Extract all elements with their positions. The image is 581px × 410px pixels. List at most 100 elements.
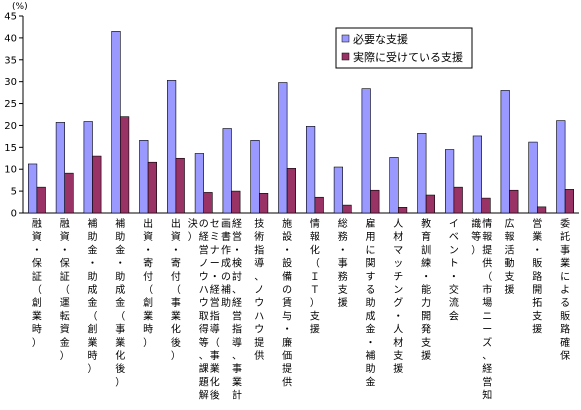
category-label-char: 材: [393, 230, 403, 243]
category-label-char: ）: [60, 350, 70, 362]
category-label-char: （: [32, 284, 42, 296]
category-label-char: 報: [482, 231, 492, 243]
category-label-char: 化: [310, 243, 320, 256]
bar-needed: [361, 88, 371, 214]
category-label-char: 創: [88, 324, 98, 336]
category-label-char: ）: [115, 376, 125, 388]
category-label-char: （: [143, 284, 153, 296]
category-label-char: 資: [60, 231, 70, 243]
category-label-char: 証: [60, 270, 70, 283]
category-label-char: 解: [199, 389, 209, 402]
bar-needed: [55, 122, 65, 214]
category-label-char: ）: [88, 363, 98, 375]
category-label-char: 販: [560, 310, 570, 322]
category-label-char: ）: [188, 231, 198, 243]
category-label-char: （: [310, 258, 320, 270]
category-label-char: 、: [232, 351, 242, 362]
bar-received: [536, 206, 547, 214]
category-label-char: 市: [482, 283, 492, 296]
category-label-char: 助: [221, 296, 231, 309]
bar-needed: [27, 163, 38, 214]
category-label-char: 発: [421, 323, 431, 336]
category-label-char: 廉: [282, 336, 292, 349]
category-label-char: 金: [366, 323, 376, 336]
category-label-char: 、: [254, 272, 264, 283]
category-label-char: 知: [482, 389, 492, 402]
bar-needed: [83, 121, 93, 214]
category-label-char: 等: [471, 230, 481, 243]
category-label-char: 寄: [143, 257, 153, 270]
category-label-char: 関: [366, 258, 376, 270]
category-label-char: 指: [254, 243, 264, 256]
bar-received: [425, 194, 436, 214]
category-label-char: 得: [199, 324, 209, 336]
category-label-char: 金: [115, 243, 125, 256]
category-label-char: 後: [171, 336, 181, 349]
category-label-char: 雇: [366, 217, 376, 230]
category-label-char: ・: [171, 245, 181, 256]
category-label-char: 時: [88, 350, 98, 362]
category-label-char: 資: [32, 231, 42, 243]
bar-needed: [222, 128, 232, 214]
category-label-char: 人: [393, 218, 403, 230]
bar-received: [258, 193, 269, 214]
category-label-char: 提: [482, 244, 492, 256]
category-label-char: 材: [393, 336, 403, 349]
category-label-char: 助: [366, 362, 376, 375]
bar-needed: [139, 140, 149, 214]
category-label-char: 報: [505, 231, 515, 243]
category-label-char: 施: [282, 217, 292, 230]
category-label-char: 付: [171, 270, 181, 283]
category-label-char: ー: [210, 259, 220, 270]
category-label-char: 拓: [532, 297, 542, 309]
category-label-char: ナ: [210, 244, 220, 256]
category-label-char: 営: [199, 243, 209, 256]
category-label-char: 事: [560, 243, 570, 256]
category-label-char: 資: [171, 231, 181, 243]
bar-needed: [250, 140, 260, 214]
y-tick-label: 40: [4, 33, 17, 44]
legend-swatch-needed: [341, 34, 350, 43]
category-label-char: 後: [115, 362, 125, 375]
category-label-char: 書: [221, 230, 231, 243]
category-label-char: 導: [254, 257, 264, 270]
y-tick-label: 5: [11, 187, 17, 198]
category-label-char: 練: [421, 257, 431, 270]
category-label-char: グ: [393, 296, 403, 309]
category-label-char: ウ: [254, 324, 264, 336]
bar-received: [370, 189, 380, 214]
category-label-char: 委: [560, 217, 570, 230]
category-label-char: 業: [560, 257, 570, 270]
category-label-char: 術: [254, 230, 264, 243]
bar-needed: [500, 90, 510, 214]
category-label-char: 訓: [421, 243, 431, 256]
category-label-char: 営: [482, 375, 492, 388]
category-label-char: 支: [393, 350, 403, 362]
category-label-char: 成: [115, 284, 125, 296]
category-label-char: の: [221, 272, 231, 283]
category-label-char: 備: [282, 270, 292, 283]
category-label-char: る: [366, 284, 376, 296]
category-label-char: マ: [393, 245, 403, 256]
category-label-char: 確: [560, 336, 570, 349]
category-label-char: ）: [32, 337, 42, 349]
category-label-char: よ: [560, 284, 570, 296]
bar-received: [397, 207, 408, 214]
category-label-char: 経: [199, 230, 209, 243]
legend-label-received: 実際に受けている支援: [353, 50, 463, 64]
category-label-char: 指: [232, 323, 242, 336]
category-label-char: 寄: [171, 257, 181, 270]
category-label-char: ・: [143, 245, 153, 256]
category-label-char: 、: [232, 285, 242, 296]
category-label-char: 金: [115, 296, 125, 309]
category-label-char: 創: [143, 297, 153, 309]
category-label-char: 援: [310, 323, 320, 336]
category-label-char: 営: [210, 296, 220, 309]
category-label-char: 会: [449, 309, 459, 322]
category-label-char: 融: [32, 218, 42, 230]
category-label-char: 援: [338, 296, 348, 309]
bar-needed: [472, 135, 483, 214]
category-label-char: 営: [232, 230, 242, 243]
